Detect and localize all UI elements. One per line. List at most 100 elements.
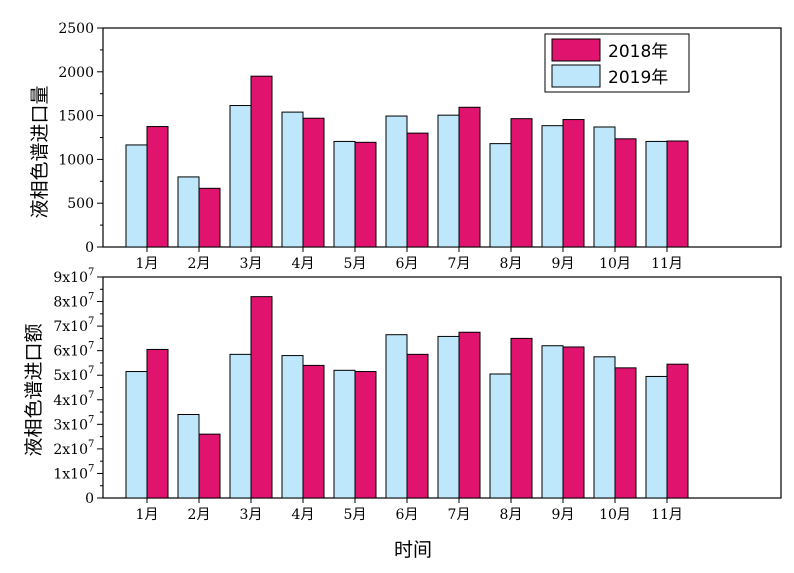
top-y-tick-label: 0: [85, 240, 94, 256]
top-bar-2018-9: [562, 119, 585, 248]
bottom-x-tick-label: 8月: [500, 507, 523, 523]
top-bar-2018-2: [198, 187, 221, 248]
top-x-tick-label: 8月: [500, 256, 523, 272]
top-bar-2019-8: [489, 143, 512, 248]
bottom-x-tick-label: 4月: [292, 507, 315, 523]
top-bars: [125, 75, 689, 248]
top-bar-2019-1: [125, 144, 148, 248]
bottom-x-tick-label: 11月: [651, 507, 683, 523]
top-x-tick-label: 5月: [344, 256, 367, 272]
bottom-y-tick-label: 1x10: [53, 466, 88, 482]
bottom-x-tick-label: 2月: [188, 507, 211, 523]
bottom-x-tick-label: 6月: [396, 507, 419, 523]
bottom-y-tick-label: 2x10: [53, 442, 88, 458]
top-bar-2018-1: [146, 126, 169, 248]
top-bar-2018-11: [666, 140, 689, 248]
bottom-y-tick-exponent: 7: [88, 267, 94, 278]
bottom-y-tick-label: 0: [85, 491, 94, 507]
bottom-x-tick-label: 1月: [136, 507, 159, 523]
bottom-bar-2019-1: [125, 371, 148, 499]
top-y-ticks: 0 500 1000 1500 2000 2500: [58, 21, 103, 256]
top-bar-2019-9: [541, 125, 564, 248]
bottom-bar-2019-4: [281, 355, 304, 499]
bottom-bar-2018-10: [614, 367, 637, 499]
top-bar-2019-6: [385, 115, 408, 248]
top-bar-2018-3: [250, 75, 273, 248]
top-y-tick-label: 2000: [58, 65, 94, 81]
top-bar-2019-10: [593, 126, 616, 248]
bottom-y-tick-exponent: 7: [88, 414, 94, 425]
bottom-x-tick-label: 9月: [552, 507, 575, 523]
top-y-tick-label: 2500: [58, 21, 94, 37]
legend-swatch-2018: [551, 38, 601, 62]
top-bar-2019-5: [333, 140, 356, 248]
top-x-ticks: 1月 2月 3月 4月 5月 6月 7月 8月 9月 10月 11月: [136, 247, 683, 272]
bottom-y-tick-label: 6x10: [53, 344, 88, 360]
bottom-bar-2019-8: [489, 373, 512, 499]
top-bar-2019-4: [281, 111, 304, 248]
bottom-bar-2018-7: [458, 331, 481, 499]
top-bar-2019-2: [177, 176, 200, 248]
top-y-axis-title: 液相色谱进口量: [29, 85, 51, 218]
bottom-y-tick-label: 5x10: [53, 368, 88, 384]
top-x-tick-label: 10月: [599, 256, 631, 272]
top-bar-2018-5: [354, 141, 377, 248]
bottom-bar-2019-10: [593, 356, 616, 499]
top-bar-2018-4: [302, 117, 325, 248]
top-bar-2018-10: [614, 138, 637, 248]
bottom-y-tick-exponent: 7: [88, 316, 94, 327]
bottom-bar-2018-6: [406, 353, 429, 499]
top-x-tick-label: 3月: [240, 256, 263, 272]
bottom-bar-2018-11: [666, 363, 689, 499]
top-x-tick-label: 6月: [396, 256, 419, 272]
bottom-y-tick-exponent: 7: [88, 390, 94, 401]
bottom-bar-2018-3: [250, 296, 273, 499]
bottom-bar-2018-5: [354, 371, 377, 499]
bottom-y-tick-exponent: 7: [88, 439, 94, 450]
bottom-x-ticks: 1月 2月 3月 4月 5月 6月 7月 8月 9月 10月 11月: [136, 498, 683, 523]
bottom-x-tick-label: 3月: [240, 507, 263, 523]
legend-label-2019: 2019年: [608, 68, 668, 88]
bottom-y-tick-label: 7x10: [53, 319, 88, 335]
bottom-bar-2018-2: [198, 433, 221, 499]
top-x-tick-label: 7月: [448, 256, 471, 272]
bottom-bar-2019-9: [541, 345, 564, 499]
bottom-bar-2018-8: [510, 337, 533, 499]
bottom-bar-2019-5: [333, 369, 356, 499]
bottom-bar-2018-9: [562, 346, 585, 499]
top-x-tick-label: 11月: [651, 256, 683, 272]
bottom-bar-2018-1: [146, 348, 169, 499]
bottom-bar-2018-4: [302, 364, 325, 499]
bottom-y-tick-exponent: 7: [88, 365, 94, 376]
bottom-y-tick-exponent: 7: [88, 341, 94, 352]
bottom-bar-2019-7: [437, 335, 460, 499]
legend-swatch-2019: [551, 64, 601, 88]
bottom-x-tick-label: 7月: [448, 507, 471, 523]
top-x-tick-label: 2月: [188, 256, 211, 272]
bottom-x-tick-label: 5月: [344, 507, 367, 523]
bottom-y-tick-label: 9x10: [53, 270, 88, 286]
top-y-tick-label: 1500: [58, 109, 94, 125]
top-x-tick-label: 4月: [292, 256, 315, 272]
bottom-y-tick-label: 3x10: [53, 417, 88, 433]
bottom-y-tick-label: 8x10: [53, 295, 88, 311]
legend: 2018年 2019年: [544, 33, 690, 93]
top-x-tick-label: 1月: [136, 256, 159, 272]
bottom-bar-2019-3: [229, 353, 252, 499]
bottom-y-axis-title: 液相色谱进口额: [23, 323, 45, 456]
legend-label-2018: 2018年: [608, 42, 668, 62]
top-x-tick-label: 9月: [552, 256, 575, 272]
top-bar-2019-7: [437, 114, 460, 248]
bottom-y-tick-exponent: 7: [88, 292, 94, 303]
bottom-bar-2019-11: [645, 375, 668, 499]
bottom-y-tick-exponent: 7: [88, 463, 94, 474]
top-bar-2019-3: [229, 105, 252, 248]
top-bar-2019-11: [645, 140, 668, 248]
top-y-tick-label: 500: [67, 196, 94, 212]
bottom-bar-2019-2: [177, 414, 200, 499]
bottom-x-axis-title: 时间: [394, 539, 432, 561]
